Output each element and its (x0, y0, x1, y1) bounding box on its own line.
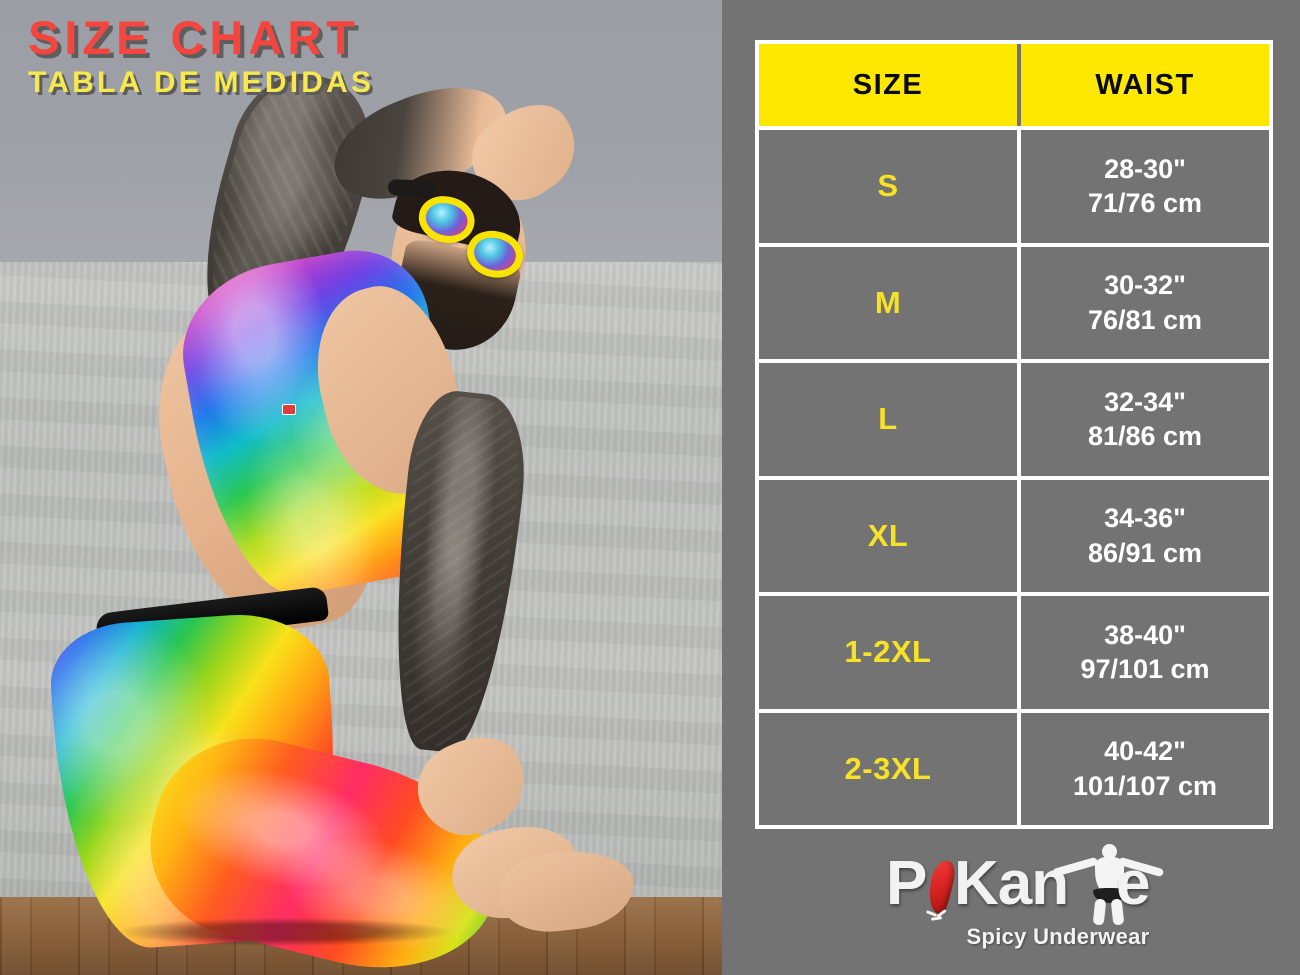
sunglasses-temple (387, 179, 437, 197)
table-row: 2-3XL 40-42" 101/107 cm (759, 708, 1269, 825)
size-label: L (878, 401, 898, 437)
chili-body (924, 858, 958, 916)
header-cell-waist: WAIST (1021, 44, 1269, 126)
size-label: S (877, 168, 899, 204)
title-subtitle-text: TABLA DE MEDIDAS (28, 65, 375, 99)
table-row: 1-2XL 38-40" 97/101 cm (759, 592, 1269, 709)
muscular-man-icon (1051, 844, 1165, 926)
waist-value: 40-42" 101/107 cm (1073, 734, 1217, 803)
waist-value: 38-40" 97/101 cm (1080, 618, 1209, 687)
waist-cm: 76/81 cm (1087, 304, 1203, 335)
brand-wordmark: P Kan e (880, 844, 1180, 926)
man-leg-left (1092, 898, 1107, 926)
waist-inches: 30-32" (1104, 270, 1186, 301)
brand-letter-e: e (1116, 849, 1150, 918)
table-header-row: SIZE WAIST (759, 44, 1269, 126)
brand-logo: P Kan e Spicy Underwear (880, 844, 1180, 958)
size-label: XL (867, 517, 909, 553)
table-row: L 32-34" 81/86 cm (759, 359, 1269, 476)
cell-size: XL (759, 479, 1021, 592)
cell-size: M (759, 246, 1021, 359)
waist-inches: 28-30" (1104, 153, 1186, 184)
table-row: M 30-32" 76/81 cm (759, 242, 1269, 359)
header-label-waist: WAIST (1095, 68, 1195, 101)
cell-waist: 30-32" 76/81 cm (1021, 246, 1269, 359)
waist-cm: 86/91 cm (1087, 537, 1203, 568)
cell-waist: 28-30" 71/76 cm (1021, 130, 1269, 243)
brand-letters-kan: Kan (954, 849, 1069, 918)
table-row: S 28-30" 71/76 cm (759, 126, 1269, 243)
brand-tagline: Spicy Underwear (966, 924, 1150, 949)
waist-cm: 97/101 cm (1080, 654, 1210, 685)
title-main-text: SIZE CHART (28, 11, 360, 64)
model-figure (0, 0, 722, 975)
product-photo (0, 0, 722, 975)
chili-stem-leaf (925, 910, 938, 917)
waist-cm: 71/76 cm (1087, 188, 1203, 219)
page-title: SIZE CHART TABLA DE MEDIDAS (28, 14, 374, 100)
waist-inches: 40-42" (1104, 736, 1186, 767)
chili-pepper-icon (924, 858, 958, 924)
cell-size: L (759, 363, 1021, 476)
waist-inches: 34-36" (1104, 503, 1186, 534)
chili-stem (925, 908, 948, 924)
waist-value: 32-34" 81/86 cm (1088, 385, 1202, 454)
cell-waist: 32-34" 81/86 cm (1021, 363, 1269, 476)
waist-value: 28-30" 71/76 cm (1088, 152, 1202, 221)
tank-brand-tag (282, 404, 296, 415)
cell-waist: 38-40" 97/101 cm (1021, 596, 1269, 709)
cell-waist: 34-36" 86/91 cm (1021, 479, 1269, 592)
size-label: M (874, 284, 902, 320)
cell-size: 1-2XL (759, 596, 1021, 709)
waist-inches: 32-34" (1104, 386, 1186, 417)
waist-value: 30-32" 76/81 cm (1088, 268, 1202, 337)
cell-size: 2-3XL (759, 712, 1021, 825)
waist-value: 34-36" 86/91 cm (1088, 501, 1202, 570)
brand-letter-p: P (886, 849, 927, 918)
header-cell-size: SIZE (759, 44, 1021, 126)
size-chart-table: SIZE WAIST S 28-30" 71/76 cm M 30-32" 76… (755, 40, 1273, 829)
header-label-size: SIZE (852, 68, 924, 101)
floor-shadow (120, 918, 450, 946)
waist-cm: 81/86 cm (1087, 421, 1203, 452)
cell-waist: 40-42" 101/107 cm (1021, 712, 1269, 825)
waist-cm: 101/107 cm (1072, 770, 1218, 801)
size-label: 2-3XL (844, 750, 932, 786)
waist-inches: 38-40" (1104, 619, 1186, 650)
table-row: XL 34-36" 86/91 cm (759, 475, 1269, 592)
cell-size: S (759, 130, 1021, 243)
man-head (1102, 844, 1117, 859)
size-label: 1-2XL (844, 634, 932, 670)
